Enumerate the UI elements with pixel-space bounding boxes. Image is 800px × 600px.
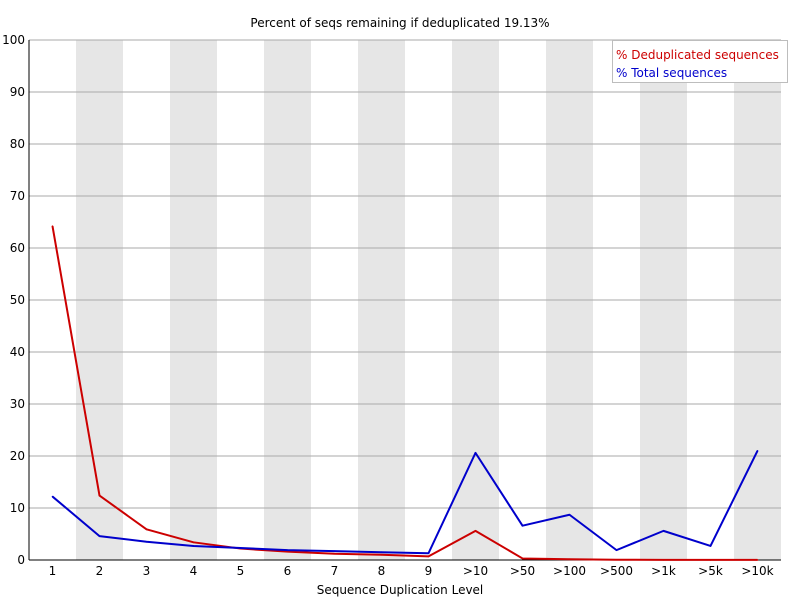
legend: % Deduplicated sequences % Total sequenc…: [612, 40, 788, 83]
legend-entry-total: % Total sequences: [616, 66, 728, 80]
y-tick-label: 50: [10, 293, 25, 307]
data-point: [145, 528, 148, 531]
data-point: [286, 550, 289, 553]
y-tick-label: 30: [10, 397, 25, 411]
y-tick-label: 20: [10, 449, 25, 463]
data-point: [239, 547, 242, 549]
gridlines: [29, 39, 781, 509]
data-point: [98, 494, 101, 497]
y-tick-label: 60: [10, 241, 25, 255]
x-tick-label: 8: [378, 564, 386, 578]
y-tick-label: 80: [10, 137, 25, 151]
data-point: [568, 513, 571, 516]
x-tick-label: >100: [553, 564, 586, 578]
data-point: [427, 555, 430, 558]
x-tick-label: >50: [510, 564, 535, 578]
data-point: [474, 452, 477, 454]
y-tick-label: 10: [10, 501, 25, 515]
data-point: [286, 549, 289, 551]
x-tick-label: 5: [237, 564, 245, 578]
data-point: [521, 557, 524, 560]
data-point: [709, 545, 712, 547]
data-point: [521, 524, 524, 527]
x-tick-label: 2: [96, 564, 104, 578]
x-tick-label: >5k: [698, 564, 723, 578]
data-point: [662, 530, 665, 532]
y-tick-label: 90: [10, 85, 25, 99]
legend-entry-deduplicated: % Deduplicated sequences: [616, 48, 779, 62]
data-point: [615, 549, 618, 551]
data-point: [192, 545, 195, 547]
data-point: [615, 558, 618, 561]
y-tick-label: 70: [10, 189, 25, 203]
data-point: [474, 530, 477, 532]
x-tick-label: 9: [425, 564, 433, 578]
x-tick-label: >500: [600, 564, 633, 578]
x-axis-label: Sequence Duplication Level: [316, 583, 484, 597]
x-tick-label: 6: [284, 564, 292, 578]
data-point: [333, 552, 336, 555]
chart-title: Percent of seqs remaining if deduplicate…: [250, 16, 550, 30]
x-tick-label: 7: [331, 564, 339, 578]
y-tick-labels: 0 10 20 30 40 50 60 70 80 90 100: [2, 33, 25, 567]
x-tick-label: >10k: [741, 564, 773, 578]
y-tick-label: 0: [17, 553, 25, 567]
series-lines: [51, 225, 759, 561]
data-point: [756, 559, 759, 561]
data-point: [145, 541, 148, 543]
data-point: [380, 554, 383, 556]
data-point: [98, 535, 101, 537]
data-point: [427, 552, 430, 555]
data-point: [380, 551, 383, 553]
x-tick-label: 3: [143, 564, 151, 578]
data-point: [662, 559, 665, 561]
y-tick-label: 100: [2, 33, 25, 47]
y-tick-label: 40: [10, 345, 25, 359]
data-point: [192, 541, 195, 544]
data-point: [568, 558, 571, 561]
data-point: [756, 450, 759, 452]
data-point: [709, 559, 712, 561]
x-tick-label: 4: [190, 564, 198, 578]
x-tick-label: >1k: [651, 564, 676, 578]
data-point: [51, 225, 54, 227]
x-tick-labels: 1 2 3 4 5 6 7 8 9 >10 >50 >100 >500 >1k >5k >10k: [49, 564, 774, 578]
data-point: [51, 495, 54, 498]
series-line-total: [51, 450, 759, 555]
series-line-deduplicated: [51, 225, 758, 561]
data-point: [333, 550, 336, 552]
x-tick-label: 1: [49, 564, 57, 578]
x-tick-label: >10: [463, 564, 488, 578]
